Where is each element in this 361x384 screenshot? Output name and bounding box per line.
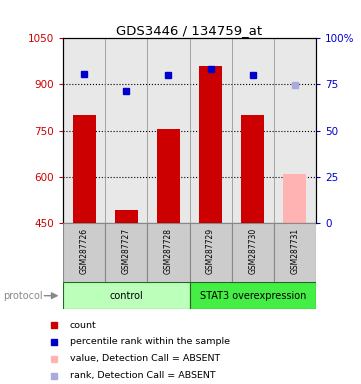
Bar: [190, 38, 232, 223]
Text: GSM287726: GSM287726: [80, 228, 89, 274]
Bar: [115, 210, 138, 223]
Bar: [274, 223, 316, 282]
Text: control: control: [109, 291, 143, 301]
Text: count: count: [70, 321, 96, 330]
Bar: [190, 223, 232, 282]
Text: GSM287730: GSM287730: [248, 228, 257, 275]
Text: protocol: protocol: [4, 291, 43, 301]
Text: GSM287727: GSM287727: [122, 228, 131, 274]
Text: value, Detection Call = ABSENT: value, Detection Call = ABSENT: [70, 354, 220, 363]
Text: STAT3 overexpression: STAT3 overexpression: [200, 291, 306, 301]
Bar: [63, 223, 105, 282]
Bar: [232, 223, 274, 282]
Bar: [105, 223, 147, 282]
Title: GDS3446 / 134759_at: GDS3446 / 134759_at: [117, 24, 262, 37]
Bar: [157, 129, 180, 223]
Text: GSM287728: GSM287728: [164, 228, 173, 274]
Bar: [190, 282, 316, 309]
Bar: [241, 115, 264, 223]
Bar: [147, 223, 190, 282]
Bar: [73, 115, 96, 223]
Text: GSM287729: GSM287729: [206, 228, 215, 274]
Bar: [147, 38, 190, 223]
Bar: [283, 174, 306, 223]
Bar: [63, 282, 190, 309]
Bar: [232, 38, 274, 223]
Bar: [105, 38, 147, 223]
Text: rank, Detection Call = ABSENT: rank, Detection Call = ABSENT: [70, 371, 215, 380]
Bar: [274, 38, 316, 223]
Text: GSM287731: GSM287731: [290, 228, 299, 274]
Text: percentile rank within the sample: percentile rank within the sample: [70, 338, 230, 346]
Bar: [63, 38, 105, 223]
Bar: [199, 66, 222, 223]
